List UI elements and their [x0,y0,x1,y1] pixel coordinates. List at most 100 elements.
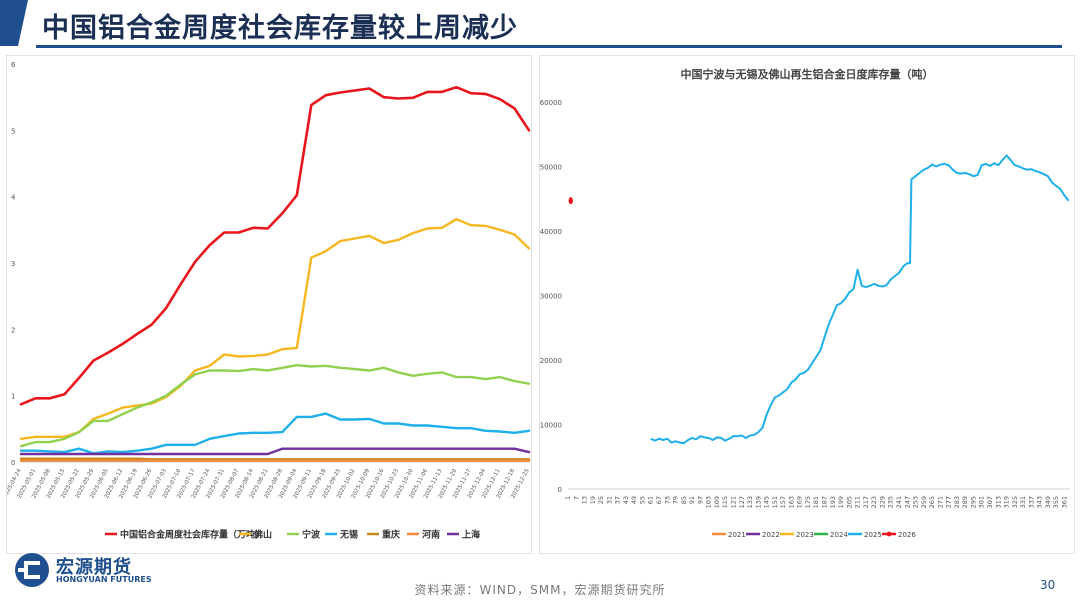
x-tick-label: 91 [688,496,696,504]
x-tick-label: 283 [953,496,961,508]
legend-label: 宁波 [302,529,321,541]
x-tick-label: 265 [928,496,936,508]
x-tick-label: 193 [829,496,837,508]
x-tick-label: 169 [796,496,804,508]
series-line [19,457,531,461]
x-tick-label: 301 [978,496,986,508]
legend-label: 河南 [422,529,440,541]
x-tick-label: 55 [638,496,646,504]
legend-label: 上海 [462,529,480,541]
legend-label: 佛山 [253,529,272,541]
x-tick-label: 271 [936,496,944,508]
x-tick-label: 7 [572,496,580,500]
legend-label: 2023 [796,531,814,539]
y-tick-label: 50000 [540,164,562,172]
y-tick-label: 30000 [540,293,562,301]
x-tick-label: 187 [821,496,829,508]
x-tick-label: 109 [713,496,721,508]
legend-label: 2026 [898,531,916,539]
y-tick-label: 2 [11,326,15,334]
legend-label: 2021 [728,531,746,539]
x-tick-label: 325 [1011,496,1019,508]
legend-label: 中国铝合金周度社会库存量（万吨） [120,529,264,541]
title-bar: 中国铝合金周度社会库存量较上周减少 [0,0,1080,52]
weekly-inventory-chart-panel: 0 1 2 3 4 5 6 2025-04-24 2025-05-01 2025-05-08 202… [2,55,532,554]
x-tick-label: 247 [903,496,911,508]
x-tick-label: 13 [581,496,589,504]
legend-label: 2024 [830,531,848,539]
x-tick-label: 73 [663,496,671,504]
x-tick-label: 355 [1052,496,1060,508]
x-tick-label: 289 [961,496,969,508]
x-tick-label: 361 [1060,496,1068,508]
x-tick-label: 163 [787,496,795,508]
y-tick-label: 6 [11,61,16,69]
series-point [568,197,573,205]
x-tick-label: 295 [969,496,977,508]
x-tick-label: 181 [812,496,820,508]
x-tick-label: 157 [779,496,787,508]
daily-inventory-chart: 中国宁波与无锡及佛山再生铝合金日度库存量（吨） 0 10000 20000 30000 4… [540,67,1070,539]
x-tick-label: 133 [746,496,754,508]
x-tick-label: 1 [564,496,572,500]
series-line [19,412,531,455]
x-tick-label: 25 [597,496,605,504]
x-tick-label: 259 [920,496,928,508]
x-tick-label: 337 [1027,496,1035,508]
x-tick-label: 253 [912,496,920,508]
page-title: 中国铝合金周度社会库存量较上周减少 [42,13,518,44]
x-tick-label: 331 [1019,496,1027,508]
series-line [19,217,531,440]
y-tick-label: 0 [558,486,562,494]
x-tick-label: 199 [837,496,845,508]
y-tick-label: 0 [11,459,15,467]
x-tick-label: 229 [878,496,886,508]
x-tick-label: 139 [754,496,762,508]
x-tick-label: 235 [887,496,895,508]
y-tick-label: 60000 [540,99,562,107]
title-underline [36,45,1062,48]
y-tick-label: 1 [11,393,15,401]
x-tick-label: 319 [1003,496,1011,508]
x-tick-label: 205 [845,496,853,508]
x-tick-label: 19 [589,496,597,504]
x-tick-label: 115 [721,496,729,508]
x-tick-label: 307 [986,496,994,508]
y-tick-label: 40000 [540,228,562,236]
x-tick-label: 211 [854,496,862,508]
x-tick-label: 31 [605,496,613,504]
y-tick-label: 5 [11,127,15,135]
x-tick-label: 67 [655,496,663,504]
series-line [19,364,531,448]
x-tick-label: 151 [771,496,779,508]
page-number: 30 [1040,578,1056,592]
x-tick-label: 37 [614,496,622,504]
daily-inventory-chart-panel: 中国宁波与无锡及佛山再生铝合金日度库存量（吨） 0 10000 20000 30000 4… [539,55,1075,554]
title-accent-shape [0,0,28,46]
x-tick-label: 127 [738,496,746,508]
series-line [650,154,1070,445]
x-tick-label: 121 [729,496,737,508]
y-tick-label: 10000 [540,422,562,430]
data-source-note: 资料来源：WIND，SMM，宏源期货研究所 [414,583,666,597]
y-tick-label: 20000 [540,357,562,365]
x-tick-label: 79 [672,496,680,504]
legend-label: 无锡 [339,529,358,541]
x-tick-label: 43 [622,496,630,504]
x-tick-label: 103 [705,496,713,508]
x-tick-label: 217 [862,496,870,508]
weekly-inventory-chart: 01234562025-04-242025-05-012025-05-08202… [2,61,531,541]
legend-label: 重庆 [382,529,400,541]
chart-title: 中国宁波与无锡及佛山再生铝合金日度库存量（吨） [681,67,934,81]
company-logo: 宏源期货 HONGYUAN FUTURES [14,550,154,590]
y-tick-label: 4 [11,194,16,202]
legend-label: 2025 [864,531,882,539]
legend-label: 2022 [762,531,780,539]
series-line [19,447,531,456]
x-tick-label: 241 [895,496,903,508]
x-tick-label: 313 [994,496,1002,508]
x-tick-label: 343 [1036,496,1044,508]
legend-marker [886,531,892,537]
x-tick-label: 61 [647,496,655,504]
logo-mark-icon [15,553,49,587]
